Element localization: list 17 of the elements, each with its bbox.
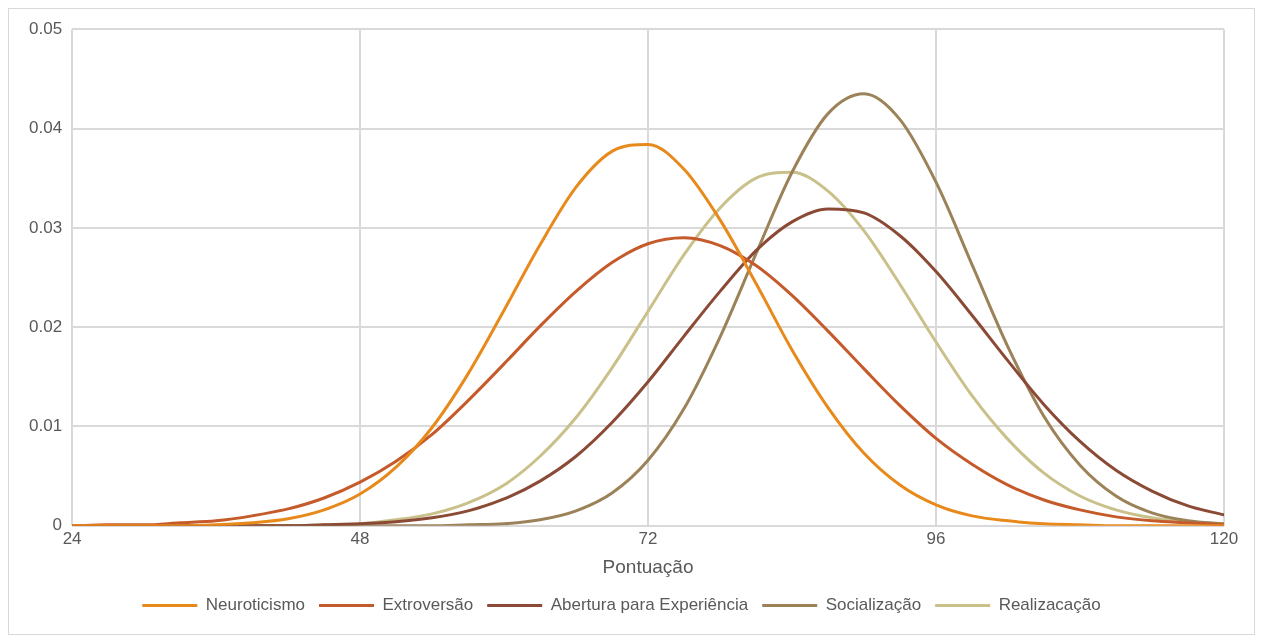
x-tick-label: 96 xyxy=(926,528,946,548)
x-tick-label: 120 xyxy=(1209,528,1239,548)
y-tick-label: 0.02 xyxy=(28,316,63,336)
legend-label: Socialização xyxy=(825,595,922,615)
y-tick-label: 0.01 xyxy=(28,416,63,436)
y-tick-label: 0.04 xyxy=(28,118,63,138)
x-tick-label: 24 xyxy=(62,528,82,548)
y-tick-label: 0.03 xyxy=(28,217,63,237)
y-tick-label: 0.05 xyxy=(28,18,63,38)
x-tick-label: 48 xyxy=(350,528,370,548)
x-axis-title: Pontuação xyxy=(602,555,694,577)
x-tick-label: 72 xyxy=(638,528,658,548)
y-tick-label: 0 xyxy=(52,515,63,535)
legend-label: Abertura para Experiência xyxy=(550,595,749,615)
legend-label: Realizacação xyxy=(998,595,1101,615)
legend-label: Extroversão xyxy=(382,595,474,615)
legend-label: Neuroticismo xyxy=(205,595,305,615)
